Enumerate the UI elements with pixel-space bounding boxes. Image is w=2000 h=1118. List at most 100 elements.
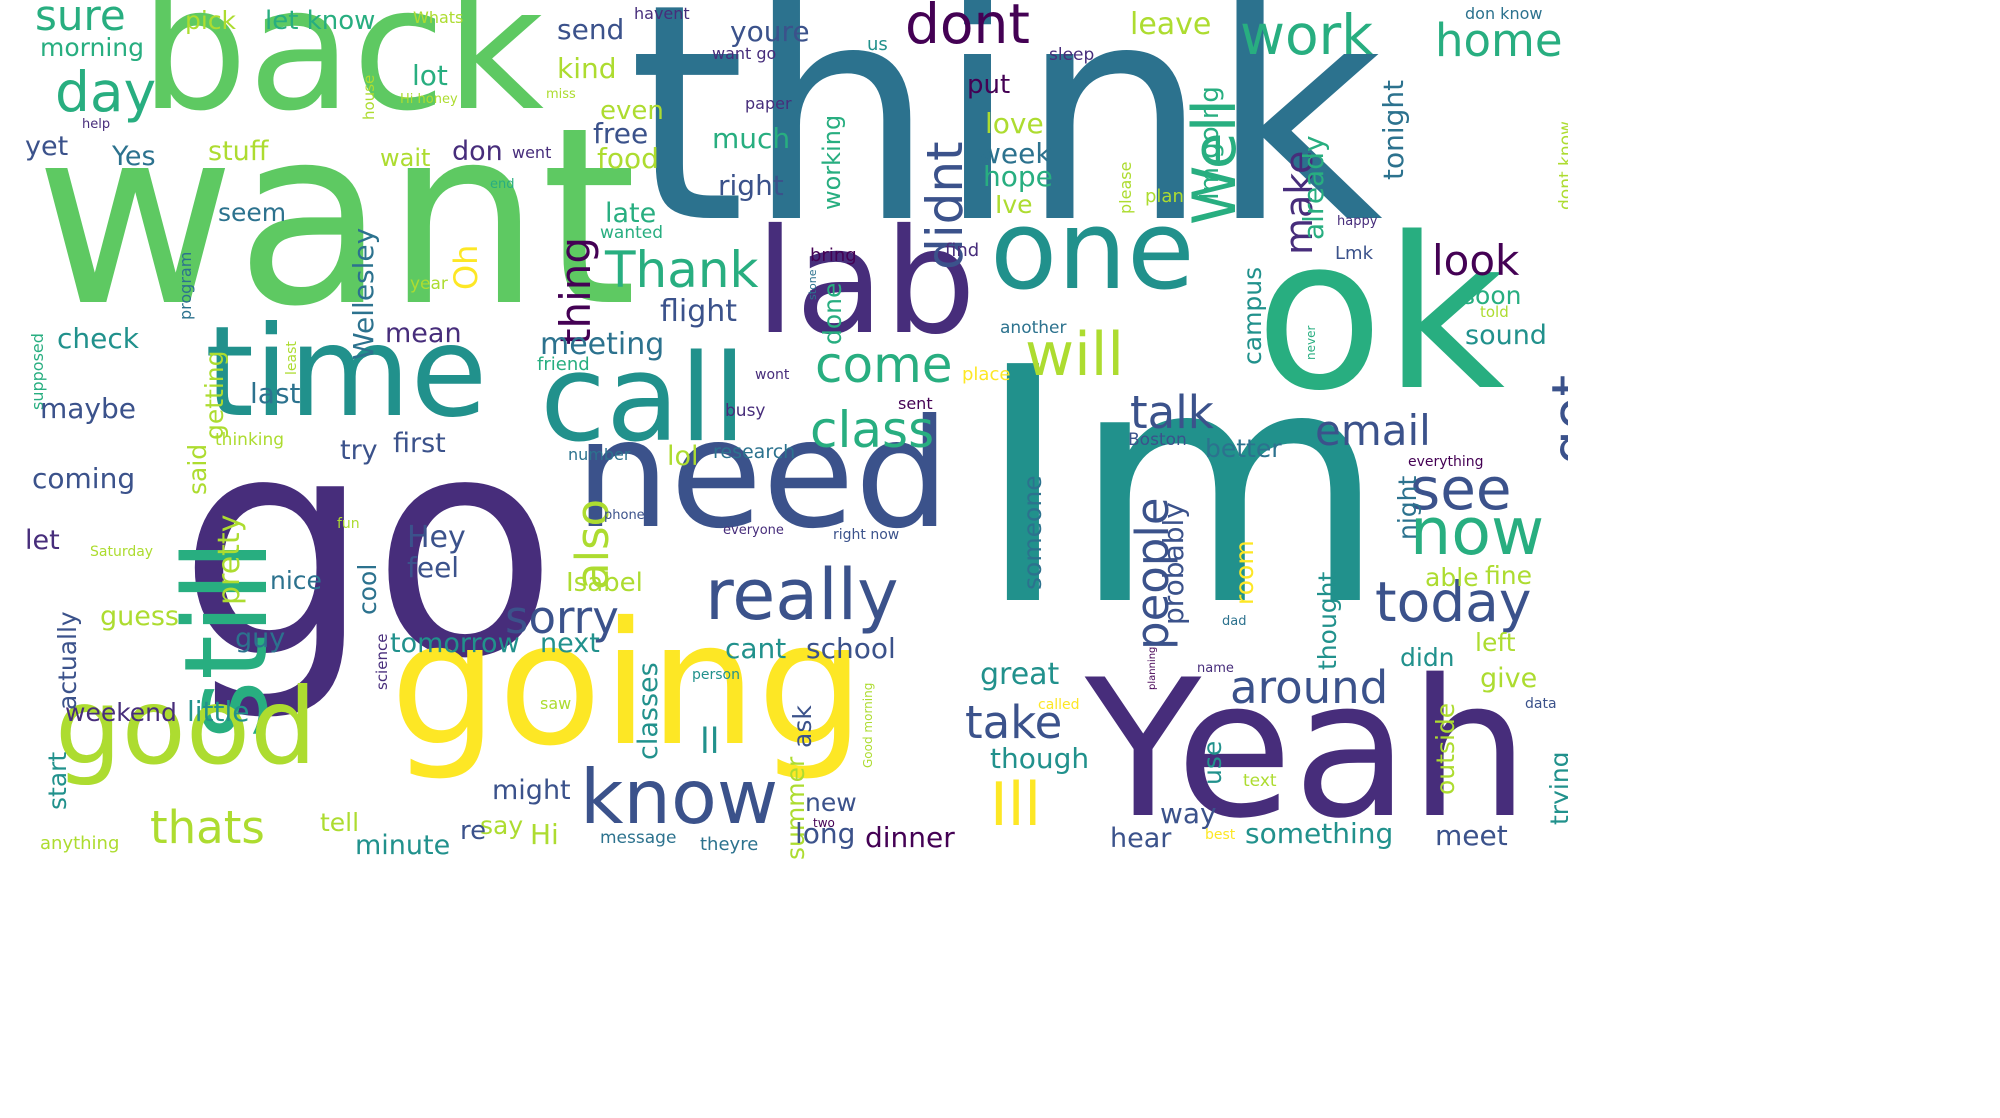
word-go: go — [178, 370, 559, 725]
word-cool: cool — [353, 563, 382, 615]
word-person: person — [692, 667, 740, 683]
word-stone: stone — [806, 269, 819, 300]
word-weekend: weekend — [65, 698, 177, 727]
word-ok: ok — [1255, 192, 1506, 437]
word-im: Im — [975, 298, 1388, 677]
word-home: home — [1435, 14, 1563, 67]
word-paper: paper — [745, 94, 792, 113]
word-week: week — [978, 137, 1052, 170]
word-least: least — [284, 341, 300, 375]
word-whats: Whats — [413, 8, 464, 27]
word-new: new — [805, 788, 857, 817]
word-kind: kind — [557, 52, 617, 85]
word-planning: planning — [1147, 646, 1158, 690]
word-im-going: Im going — [1195, 86, 1225, 200]
word-room: room — [1230, 540, 1259, 605]
word-someone: someone — [1018, 475, 1047, 590]
word-tell: tell — [320, 808, 360, 837]
word-havent: havent — [634, 4, 690, 23]
word-help: help — [82, 117, 111, 132]
word-happy: happy — [1337, 214, 1378, 229]
word-ll: ll — [700, 722, 720, 762]
word-sent: sent — [898, 394, 933, 413]
word-tomorrow: tomorrow — [390, 628, 520, 659]
word-year: year — [410, 274, 448, 294]
word-long: long — [795, 817, 856, 850]
word-program: program — [176, 251, 195, 320]
word-leave: leave — [1130, 7, 1212, 42]
word-flight: flight — [660, 294, 738, 329]
word-left: left — [1475, 628, 1516, 657]
word-science: science — [373, 633, 391, 690]
word-dont: dont — [905, 0, 1030, 56]
word-class: class — [810, 401, 935, 459]
word-talk: talk — [1130, 386, 1214, 439]
word-saturday: Saturday — [90, 544, 154, 560]
word-right-now: right now — [833, 527, 900, 543]
word-free: free — [593, 117, 649, 150]
word-sleep: sleep — [1049, 45, 1095, 65]
word-name: name — [1197, 661, 1234, 676]
word-classes: classes — [633, 662, 664, 760]
word-actually: actually — [53, 611, 82, 710]
word-got: got — [1540, 374, 1568, 465]
word-hope: hope — [983, 160, 1053, 193]
word-mean: mean — [385, 318, 462, 349]
word-late: late — [605, 198, 657, 229]
word-cloud: think want go Im back going need ok Yeah lab one ti… — [25, 0, 1568, 861]
word-cant: cant — [725, 632, 787, 665]
word-pick: pick — [185, 6, 237, 35]
word-fun: fun — [337, 516, 360, 532]
word-best: best — [1205, 827, 1236, 843]
word-find: find — [945, 240, 980, 261]
word-school: school — [806, 632, 896, 665]
word-lab: lab — [755, 198, 977, 367]
word-something: something — [1245, 817, 1394, 850]
word-message: message — [600, 828, 677, 848]
word-yes: Yes — [112, 141, 156, 172]
word-better: better — [1205, 434, 1282, 463]
word-minute: minute — [355, 830, 451, 861]
word-didn: didn — [1400, 643, 1455, 672]
word-guess: guess — [100, 601, 179, 632]
word-don-know: don know — [1465, 4, 1543, 23]
word-next: next — [540, 628, 600, 659]
word-good-morning: Good morning — [861, 682, 875, 768]
word-ive: Ive — [995, 190, 1033, 219]
word-work: work — [1240, 3, 1374, 67]
word-getting: getting — [200, 350, 229, 440]
word-busy: busy — [725, 401, 766, 421]
word-tonight: tonight — [1377, 79, 1410, 180]
word-now: now — [1410, 495, 1545, 570]
word-come: come — [815, 336, 953, 394]
word-theyre: theyre — [700, 834, 759, 855]
word-boston: Boston — [1128, 430, 1187, 450]
word-know: know — [580, 753, 779, 841]
word-house: house — [360, 74, 378, 120]
word-sorry: sorry — [505, 591, 619, 644]
word-time: time — [205, 300, 488, 445]
word-lot: lot — [412, 59, 448, 92]
word-never: never — [1304, 325, 1318, 360]
word-thank: Thank — [605, 241, 759, 299]
word-want-go: want go — [712, 44, 777, 63]
word-wont: wont — [755, 367, 790, 383]
word-wait: wait — [380, 144, 431, 172]
word-send: send — [557, 13, 625, 46]
word-want: want — [35, 75, 637, 360]
word-good: good — [55, 666, 317, 788]
word-much: much — [712, 122, 791, 155]
word-though: though — [990, 742, 1090, 775]
word-don: don — [452, 136, 503, 167]
word-start: start — [43, 751, 72, 810]
word-trying: trying — [1545, 751, 1568, 825]
word-way: way — [1160, 797, 1217, 830]
word-right: right — [718, 169, 784, 202]
word-think: think — [628, 0, 1383, 289]
word-research: research — [713, 441, 796, 463]
word-guy: guy — [235, 623, 286, 654]
word-miss: miss — [546, 87, 576, 102]
word-check: check — [57, 322, 139, 355]
word-thats: thats — [150, 801, 265, 854]
word-fine: fine — [1485, 561, 1532, 590]
